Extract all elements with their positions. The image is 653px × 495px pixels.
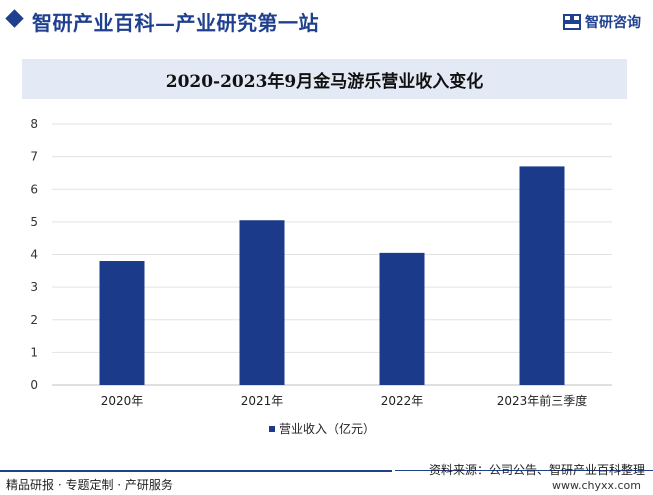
chart-title-band: 2020-2023年9月金马游乐营业收入变化 — [22, 59, 627, 99]
grid-lines — [52, 123, 612, 386]
y-tick-label: 7 — [30, 150, 38, 164]
y-tick-label: 8 — [30, 117, 38, 131]
x-tick-label: 2021年 — [241, 394, 284, 408]
y-tick-label: 5 — [30, 215, 38, 229]
legend-swatch — [269, 426, 275, 432]
x-tick-label: 2022年 — [381, 394, 424, 408]
legend: 营业收入（亿元） — [269, 421, 375, 436]
y-tick-label: 0 — [30, 378, 38, 392]
bars — [99, 166, 565, 385]
footer-rule — [0, 470, 392, 472]
chart-title: 2020-2023年9月金马游乐营业收入变化 — [165, 71, 484, 92]
x-axis-ticks: 2020年 2021年 2022年 2023年前三季度 — [101, 393, 588, 408]
y-tick-label: 4 — [30, 248, 38, 262]
brand-logo-icon — [563, 14, 581, 30]
footer-services: 精品研报 · 专题定制 · 产研服务 — [6, 478, 173, 492]
footer-rule-right — [395, 470, 653, 471]
footer-url: www.chyxx.com — [551, 479, 641, 492]
y-tick-label: 2 — [30, 313, 38, 327]
brand-name: 智研咨询 — [585, 15, 641, 31]
page-header: 智研产业百科—产业研究第一站 智研咨询 — [0, 0, 653, 42]
y-tick-label: 6 — [30, 182, 38, 196]
bar — [99, 261, 145, 385]
site-title: 智研产业百科—产业研究第一站 — [32, 11, 319, 35]
y-tick-label: 3 — [30, 280, 38, 294]
y-tick-label: 1 — [30, 345, 38, 359]
y-axis-ticks: 0 1 2 3 4 5 6 7 8 — [30, 117, 38, 392]
footer-source: 资料来源：公司公告、智研产业百科整理 — [428, 463, 645, 477]
x-tick-label: 2023年前三季度 — [497, 393, 588, 408]
legend-label: 营业收入（亿元） — [279, 421, 375, 436]
bar — [239, 220, 285, 385]
brand: 智研咨询 — [563, 12, 641, 32]
bar — [379, 252, 425, 385]
x-tick-label: 2020年 — [101, 394, 144, 408]
bar — [519, 166, 565, 385]
